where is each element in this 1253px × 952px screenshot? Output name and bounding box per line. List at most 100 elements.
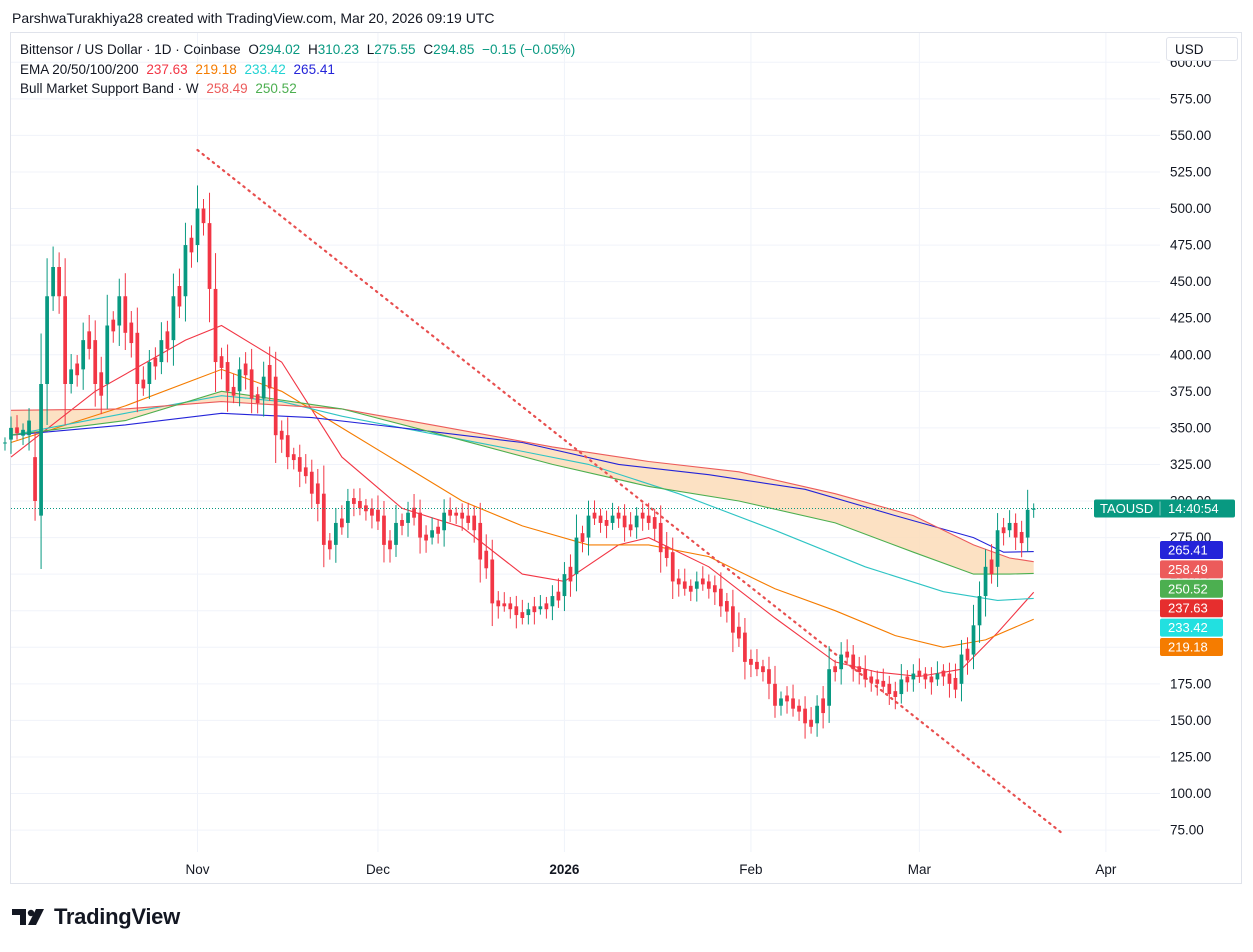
candle-body [45, 296, 49, 384]
candle [466, 502, 471, 530]
support-band-fill [11, 391, 1034, 575]
price-tag: 233.42 [1160, 618, 1223, 637]
candle [63, 258, 68, 425]
candle [658, 505, 663, 573]
candle-body [87, 331, 92, 349]
candle [364, 498, 368, 521]
y-tick-label: 475.00 [1170, 238, 1211, 253]
y-tick-label: 325.00 [1170, 457, 1211, 472]
legend-band-upper-value: 258.49 [206, 81, 248, 96]
candle [69, 354, 74, 394]
candle-body [923, 673, 928, 680]
candle-body [568, 566, 573, 582]
candle [358, 488, 362, 516]
candle [851, 645, 856, 682]
candle [484, 534, 489, 579]
candle-body [406, 512, 410, 523]
y-tick-label: 450.00 [1170, 274, 1211, 289]
candle-body [761, 666, 765, 673]
y-tick-label: 175.00 [1170, 676, 1211, 691]
candle [123, 273, 128, 350]
legend-symbol-row[interactable]: Bittensor / US Dollar · 1D · Coinbase O2… [20, 40, 579, 60]
candle [670, 537, 675, 599]
candle [141, 366, 146, 396]
candle [893, 681, 898, 710]
candle-body [147, 362, 152, 384]
candle [9, 416, 13, 454]
candle [586, 500, 591, 556]
candle [688, 579, 693, 602]
legend-ema-label: EMA 20/50/100/200 [20, 61, 139, 77]
y-tick-label: 550.00 [1170, 128, 1211, 143]
candle-body [953, 677, 958, 690]
candle-body [327, 540, 332, 550]
candle-body [508, 603, 513, 610]
candle-body [791, 698, 795, 709]
candle-body [243, 363, 248, 376]
candle [117, 278, 122, 346]
candle-body [767, 669, 771, 684]
candle [718, 572, 723, 617]
candle [249, 348, 254, 414]
candle [382, 501, 386, 563]
candle [610, 502, 615, 530]
candle-body [911, 673, 916, 680]
price-tag-label: 250.52 [1168, 581, 1208, 596]
candle [646, 502, 651, 530]
candle-body [255, 394, 260, 404]
candle-body [1019, 532, 1024, 544]
tradingview-logo-icon [12, 909, 44, 925]
candle-body [947, 673, 952, 684]
candle-body [694, 581, 699, 589]
y-tick-label: 100.00 [1170, 786, 1211, 801]
candle [237, 357, 242, 407]
legend-ema20-value: 237.63 [146, 61, 188, 77]
candle-body [959, 654, 964, 684]
currency-selector[interactable]: USD [1166, 37, 1238, 61]
candle-body [556, 591, 561, 601]
candle [508, 596, 513, 619]
candle [376, 495, 380, 530]
candle-body [99, 372, 104, 396]
candle [436, 519, 440, 544]
candle [755, 649, 759, 677]
legend-ema100-value: 233.42 [244, 61, 286, 77]
candle [3, 437, 7, 451]
candle-body [634, 515, 639, 528]
legend-open-label: O [248, 42, 259, 57]
y-tick-label: 150.00 [1170, 713, 1211, 728]
candle [21, 423, 25, 446]
x-tick-label: Feb [739, 862, 762, 877]
candle-body [63, 296, 68, 384]
candle-body [628, 524, 633, 531]
grid-lines [11, 33, 1160, 852]
candle [496, 591, 501, 619]
candle [207, 192, 212, 323]
candle-body [821, 698, 825, 714]
candle [27, 408, 31, 451]
candle [490, 539, 495, 627]
candle [664, 532, 669, 567]
candle-body [688, 585, 693, 592]
candle-body [851, 654, 856, 670]
candle-body [712, 585, 717, 593]
candle-body [123, 296, 128, 333]
candle-body [213, 288, 218, 363]
candle [418, 499, 422, 554]
candle [213, 253, 218, 393]
candle [153, 347, 158, 380]
candle-body [57, 267, 61, 297]
candle-body [827, 669, 832, 706]
candle-body [616, 512, 621, 519]
x-tick-label: Mar [908, 862, 932, 877]
candle [863, 655, 868, 688]
y-tick-label: 525.00 [1170, 164, 1211, 179]
candle-body [273, 376, 278, 436]
candle [315, 468, 320, 522]
candle-body [153, 357, 158, 367]
candle-body [1013, 522, 1018, 538]
legend-ema-row[interactable]: EMA 20/50/100/200 237.63 219.18 233.42 2… [20, 60, 579, 80]
candle [105, 294, 110, 409]
legend-band-row[interactable]: Bull Market Support Band · W 258.49 250.… [20, 79, 579, 99]
